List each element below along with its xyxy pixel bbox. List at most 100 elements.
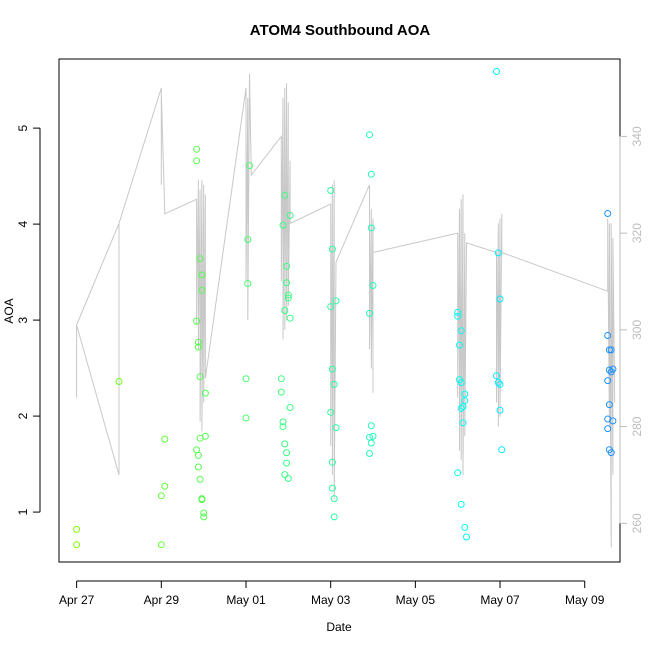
- data-point: [457, 327, 465, 335]
- data-point: [330, 495, 338, 503]
- data-point: [281, 307, 289, 314]
- data-point: [277, 375, 285, 383]
- data-point: [200, 509, 208, 517]
- data-point: [115, 378, 123, 385]
- y2-axis: 260 280 300 320 340: [619, 126, 644, 533]
- data-point: [328, 365, 336, 373]
- data-point: [281, 440, 289, 448]
- data-point: [201, 389, 209, 397]
- data-point: [194, 463, 202, 471]
- data-point: [161, 435, 169, 443]
- data-point: [286, 212, 294, 219]
- data-point: [604, 332, 612, 339]
- data-point: [463, 533, 470, 541]
- data-point: [496, 295, 504, 303]
- data-point: [496, 406, 504, 414]
- y-axis-label: AOA: [2, 298, 16, 323]
- y2-tick-label: 260: [630, 513, 644, 533]
- data-point: [328, 458, 336, 466]
- y2-tick-label: 320: [630, 223, 644, 243]
- data-point: [461, 523, 469, 531]
- x-tick-label: May 01: [226, 593, 266, 607]
- data-point: [193, 317, 201, 325]
- data-point: [286, 314, 294, 322]
- x-axis: Apr 27 Apr 29 May 01 May 03 May 05 May 07 May …: [59, 580, 605, 607]
- data-point: [332, 297, 340, 305]
- data-point: [279, 221, 287, 229]
- data-point: [369, 282, 377, 289]
- y2-tick-label: 340: [630, 126, 644, 146]
- data-point: [283, 262, 291, 270]
- data-point: [193, 145, 201, 153]
- data-point: [196, 475, 204, 483]
- data-point: [198, 286, 206, 294]
- data-point: [459, 419, 467, 427]
- data-point: [605, 366, 613, 374]
- data-point: [194, 338, 202, 346]
- data-point: [605, 401, 613, 409]
- data-point: [196, 373, 204, 381]
- chart-title: ATOM4 Southbound AOA: [250, 22, 431, 39]
- data-point: [604, 425, 612, 433]
- data-point: [193, 157, 201, 165]
- data-point: [330, 380, 338, 388]
- y-axis: 1 2 3 4 5: [16, 124, 41, 515]
- data-point: [157, 492, 165, 500]
- data-point: [604, 377, 612, 385]
- data-point: [284, 291, 292, 299]
- data-point: [284, 475, 292, 482]
- data-point: [457, 379, 465, 386]
- data-point: [366, 131, 373, 139]
- data-point: [161, 482, 169, 490]
- data-point: [198, 495, 206, 503]
- data-point: [457, 404, 465, 412]
- data-point: [244, 280, 252, 288]
- data-point: [327, 408, 335, 416]
- data-point: [279, 423, 287, 431]
- x-tick-label: May 09: [565, 593, 605, 607]
- data-point: [330, 513, 338, 521]
- data-point: [367, 422, 375, 430]
- point-layer: [73, 68, 617, 549]
- y-tick-label: 1: [16, 508, 30, 515]
- data-point: [198, 271, 206, 279]
- data-point: [73, 525, 81, 533]
- y-tick-label: 2: [16, 412, 30, 419]
- data-point: [242, 375, 250, 383]
- data-point: [242, 414, 250, 422]
- data-point: [200, 513, 208, 521]
- data-point: [244, 236, 252, 243]
- data-point: [281, 471, 289, 479]
- data-point: [367, 170, 375, 178]
- data-point: [277, 388, 285, 396]
- y-tick-label: 3: [16, 316, 30, 323]
- data-point: [327, 303, 335, 311]
- data-point: [461, 397, 469, 405]
- data-point: [328, 484, 336, 492]
- data-point: [454, 312, 462, 320]
- data-point: [366, 450, 373, 457]
- data-point: [201, 432, 209, 440]
- data-point: [367, 439, 375, 447]
- line-layer: [76, 73, 616, 548]
- y-tick-label: 5: [16, 124, 30, 131]
- data-point: [609, 365, 617, 373]
- data-point: [73, 541, 81, 549]
- data-point: [246, 162, 253, 170]
- data-point: [367, 224, 375, 232]
- data-point: [279, 418, 287, 426]
- data-point: [607, 449, 615, 457]
- data-point: [283, 459, 291, 467]
- data-point: [498, 446, 506, 454]
- data-point: [609, 417, 617, 425]
- data-point: [157, 541, 165, 549]
- data-point: [457, 500, 465, 508]
- data-point: [493, 68, 500, 75]
- x-tick-label: Apr 29: [144, 593, 180, 607]
- data-point: [327, 187, 335, 194]
- data-point: [332, 424, 340, 432]
- data-point: [369, 432, 377, 440]
- data-point: [607, 346, 615, 354]
